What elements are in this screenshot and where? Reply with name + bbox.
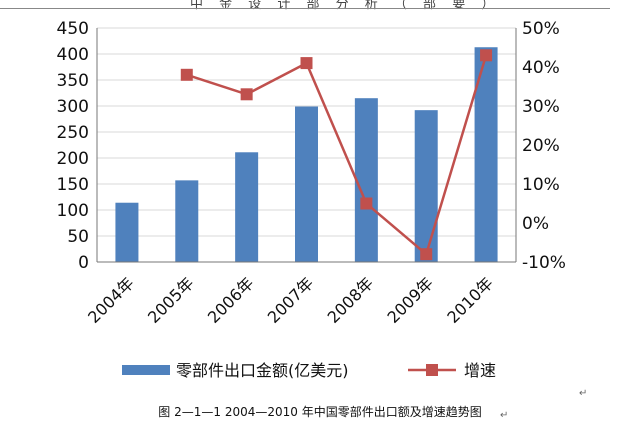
page-header-rule <box>0 8 610 9</box>
category-label: 2010年 <box>443 273 497 327</box>
left-axis-tick-label: 50 <box>67 227 89 247</box>
right-axis-tick-label: 50% <box>522 19 560 39</box>
left-axis-tick-label: 350 <box>57 71 89 91</box>
figure-caption: 图 2—1—1 2004—2010 年中国零部件出口额及增速趋势图 <box>158 405 482 419</box>
legend-line-label: 增速 <box>464 361 496 380</box>
category-label: 2004年 <box>84 273 138 327</box>
bar <box>175 180 199 262</box>
left-axis-tick-label: 450 <box>57 19 89 39</box>
left-axis-tick-label: 100 <box>57 201 89 221</box>
growth-point <box>480 49 493 62</box>
right-axis-tick-label: -10% <box>522 253 566 273</box>
line-series <box>180 49 493 261</box>
legend-bar-label: 零部件出口金额(亿美元) <box>176 361 349 380</box>
legend-line-marker <box>426 364 438 376</box>
right-axis-tick-label: 20% <box>522 136 560 156</box>
bar <box>354 98 378 262</box>
bar-series <box>115 47 498 263</box>
bar <box>474 47 498 262</box>
growth-point <box>420 248 433 261</box>
category-label: 2005年 <box>144 273 198 327</box>
growth-point <box>180 68 193 81</box>
legend: 零部件出口金额(亿美元) 增速 <box>122 361 496 380</box>
right-axis-tick-label: 30% <box>522 97 560 117</box>
category-label: 2007年 <box>264 273 318 327</box>
left-axis-tick-label: 150 <box>57 175 89 195</box>
left-axis-tick-label: 250 <box>57 123 89 143</box>
bar <box>235 152 259 262</box>
category-label: 2006年 <box>204 273 258 327</box>
return-mark: ↵ <box>500 410 509 421</box>
left-axis-tick-label: 0 <box>78 253 89 273</box>
growth-point <box>240 88 253 101</box>
return-mark: ↵ <box>579 388 588 399</box>
left-axis-tick-label: 400 <box>57 45 89 65</box>
page-header-text: 中 金 设 计 部 分 析 （ 部 要 ） <box>190 0 501 12</box>
left-axis-tick-label: 200 <box>57 149 89 169</box>
bar <box>414 110 438 262</box>
left-axis-tick-label: 300 <box>57 97 89 117</box>
growth-point <box>300 57 313 70</box>
right-axis-tick-label: 40% <box>522 58 560 78</box>
category-label: 2009年 <box>383 273 437 327</box>
combo-chart: 0 50 100 150 200 250 300 350 400 450 -10% 0% 10% 20% 3… <box>57 19 566 380</box>
category-label: 2008年 <box>324 273 378 327</box>
growth-point <box>360 197 373 210</box>
bar <box>295 106 318 263</box>
bar <box>115 202 139 262</box>
right-axis-tick-label: 0% <box>522 214 549 234</box>
growth-line <box>186 54 488 257</box>
legend-bar-swatch <box>122 365 170 375</box>
right-axis-tick-label: 10% <box>522 175 560 195</box>
